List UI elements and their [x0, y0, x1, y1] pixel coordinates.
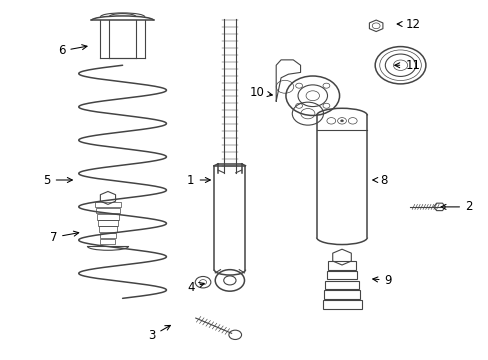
Text: 3: 3 [148, 325, 170, 342]
Bar [96, 208, 120, 213]
Text: 10: 10 [249, 86, 272, 99]
Bar [326, 271, 357, 279]
Bar [100, 239, 115, 244]
Circle shape [340, 120, 343, 122]
Bar [325, 281, 358, 289]
Text: 9: 9 [372, 274, 391, 287]
Text: 2: 2 [440, 201, 471, 213]
Bar [322, 300, 361, 309]
Text: 5: 5 [43, 174, 72, 186]
Bar [95, 202, 121, 207]
Text: 7: 7 [49, 231, 79, 244]
Bar [97, 214, 119, 220]
Text: 6: 6 [58, 44, 87, 57]
Text: 4: 4 [187, 281, 204, 294]
Bar [98, 220, 118, 226]
Text: 11: 11 [394, 59, 419, 72]
Text: 12: 12 [396, 18, 419, 31]
Text: 1: 1 [187, 174, 210, 186]
Bar [323, 290, 360, 299]
Text: 8: 8 [372, 174, 386, 186]
Bar [327, 261, 355, 270]
Bar [99, 226, 117, 232]
Bar [100, 233, 116, 238]
